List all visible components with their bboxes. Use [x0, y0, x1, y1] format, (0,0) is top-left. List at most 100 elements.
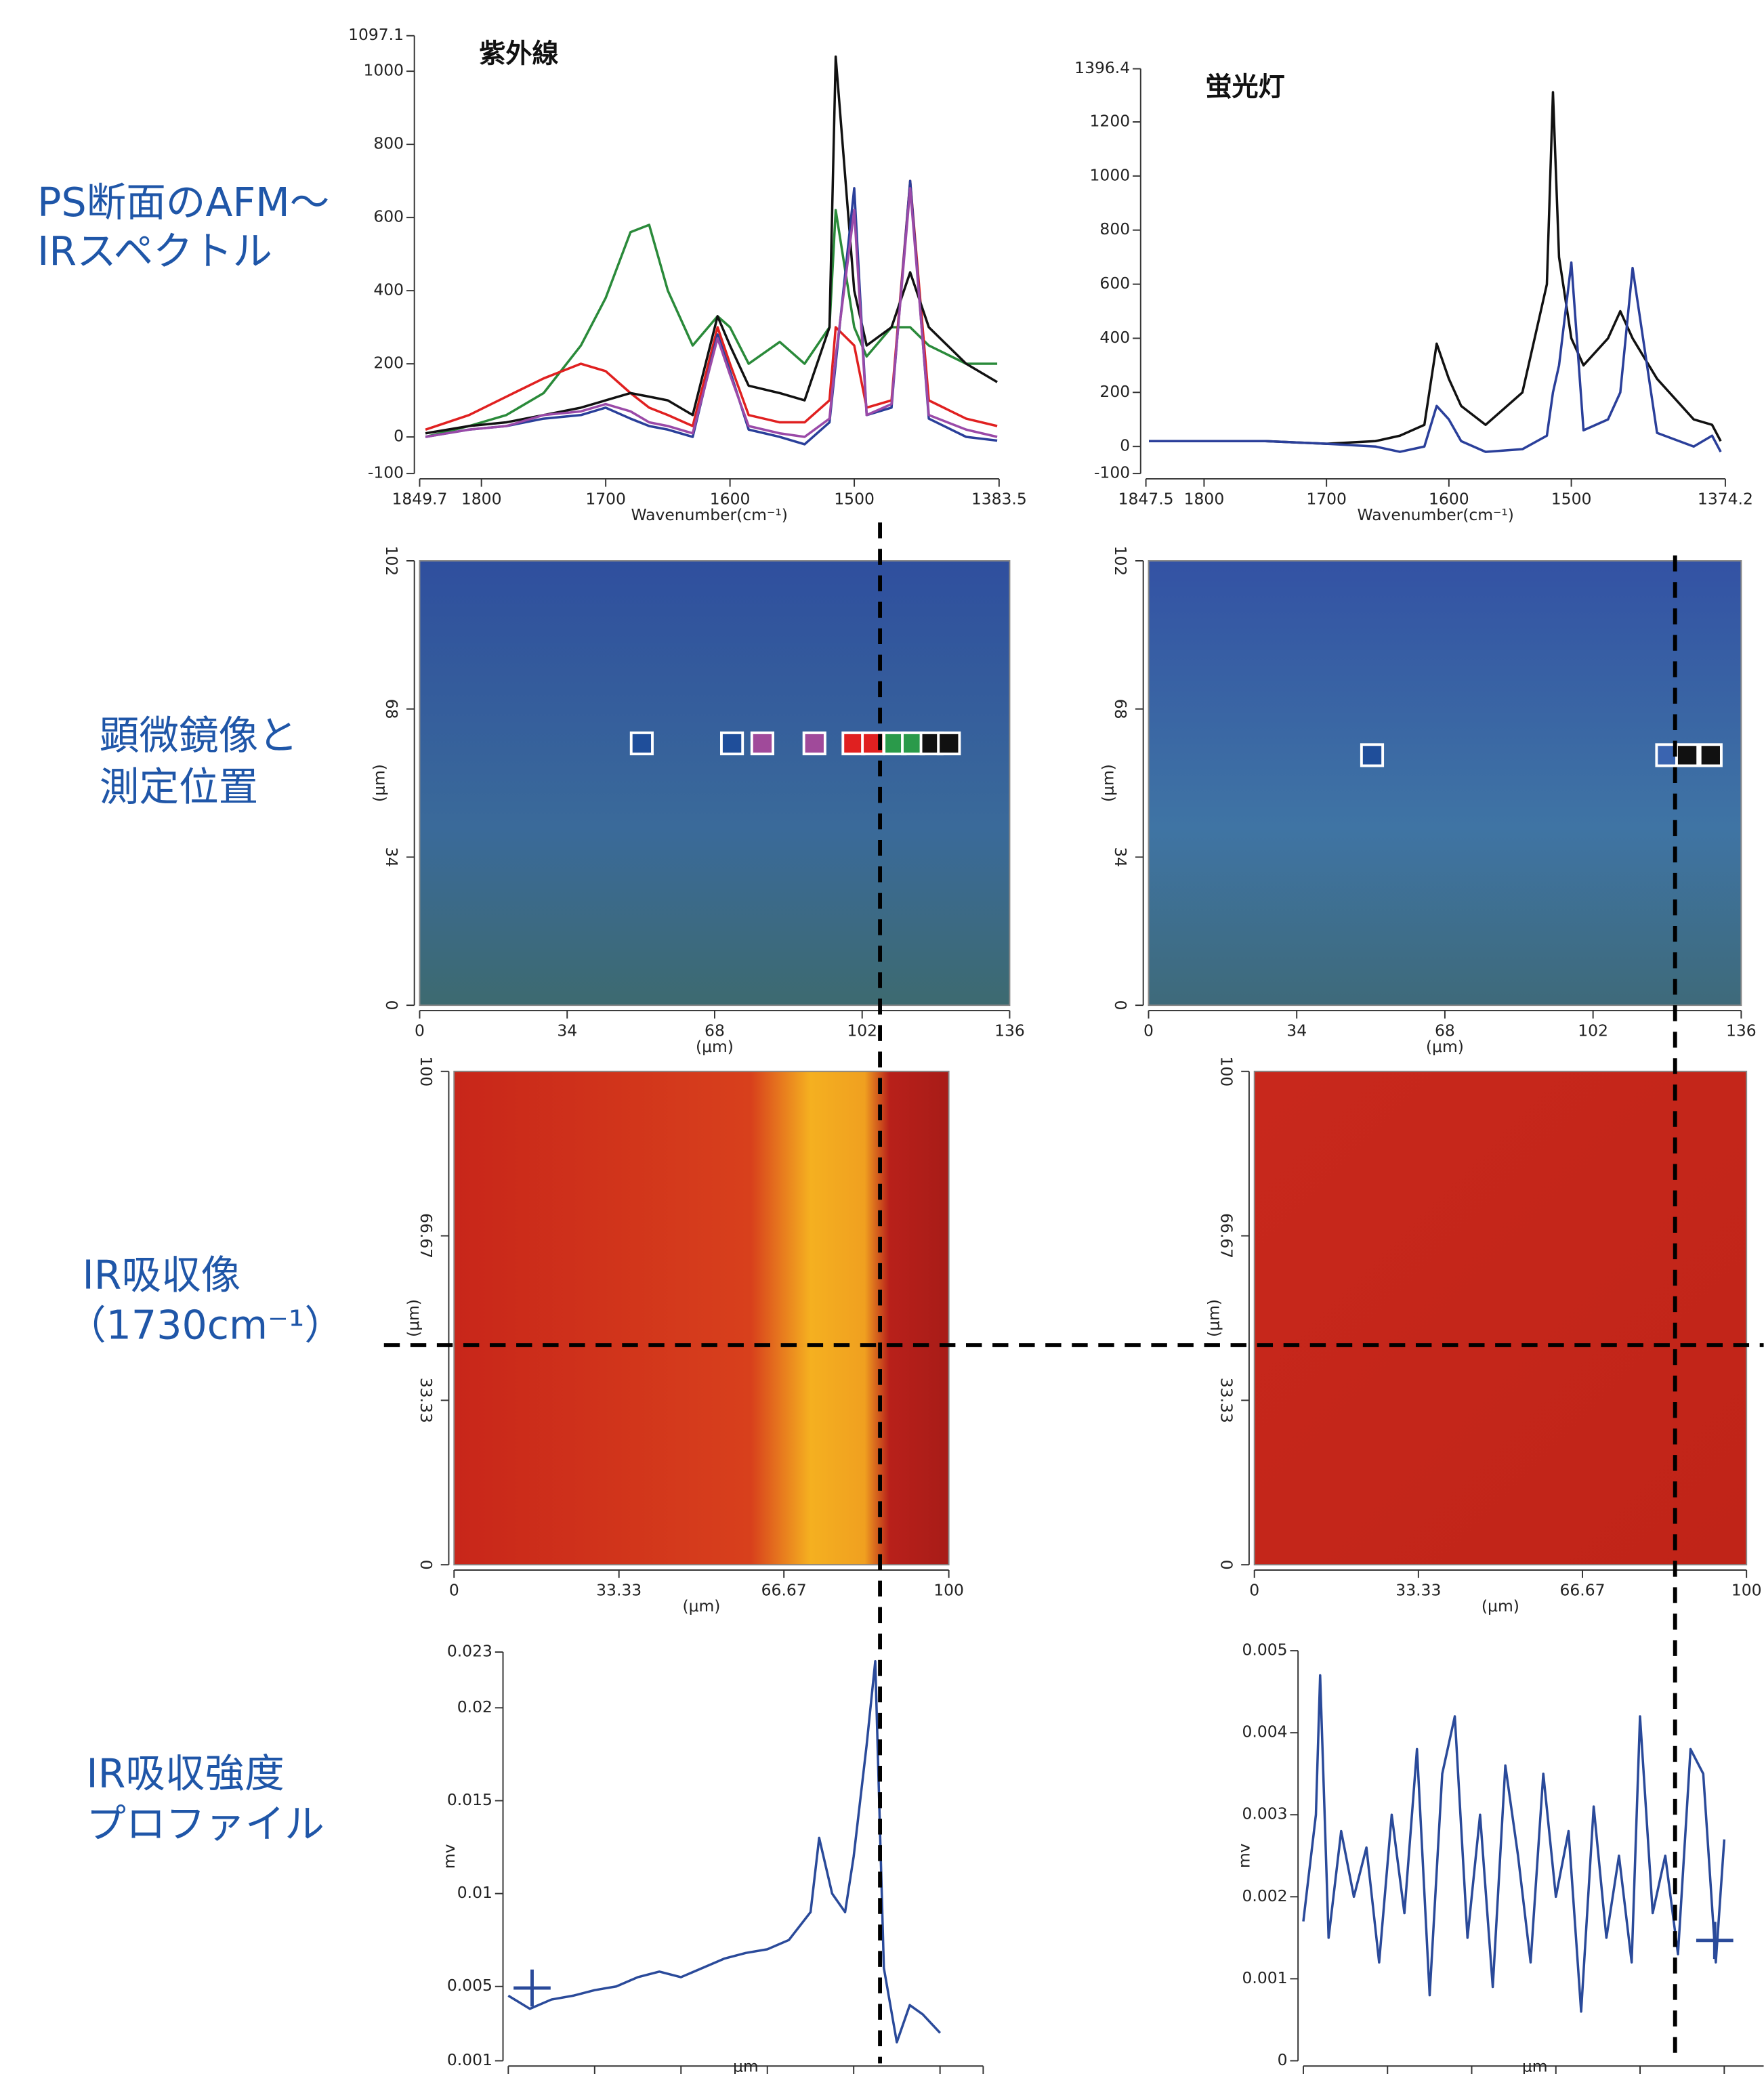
- row-label: 顕微鏡像と: [100, 713, 298, 759]
- line-series: [425, 57, 997, 433]
- y-tick-label: 0.002: [1242, 1886, 1287, 1905]
- y-tick-label: 34: [382, 847, 401, 868]
- image-area: [1148, 561, 1741, 1005]
- y-tick-label: 1097.1: [348, 25, 404, 44]
- marker: [1700, 744, 1721, 765]
- y-tick-label: 600: [373, 207, 404, 226]
- y-tick-label: 0.001: [1242, 1968, 1287, 1987]
- y-tick-label: 0.005: [447, 1976, 492, 1995]
- x-tick-label: 1374.2: [1698, 490, 1753, 509]
- x-tick-label: 34: [1286, 1021, 1307, 1040]
- y-axis-label: (μm): [1204, 1299, 1223, 1337]
- x-tick-label: 1800: [461, 490, 502, 509]
- y-axis-label: mv: [1235, 1843, 1254, 1868]
- cursor: [1696, 1922, 1734, 1959]
- y-tick-label: 800: [1099, 219, 1130, 238]
- y-tick-label: 400: [1099, 328, 1130, 347]
- x-tick-label: 0: [1143, 1021, 1154, 1040]
- row-label: IR吸収像: [83, 1252, 241, 1298]
- x-axis-label: Wavenumber(cm⁻¹): [631, 505, 787, 524]
- y-tick-label: 102: [382, 546, 401, 576]
- x-tick-label: 136: [994, 1021, 1025, 1040]
- y-tick-label: 33.33: [417, 1378, 436, 1423]
- y-tick-label: 0.02: [457, 1697, 492, 1716]
- x-tick-label: 102: [1578, 1021, 1608, 1040]
- chart-title: 紫外線: [479, 39, 558, 70]
- marker: [843, 733, 864, 754]
- figure: PS断面のAFM〜 IRスペクトル 顕微鏡像と 測定位置 IR吸収像 （1730…: [0, 0, 1764, 2074]
- x-tick-label: 136: [1726, 1021, 1757, 1040]
- marker: [938, 733, 959, 754]
- y-tick-label: 0: [1217, 1560, 1236, 1570]
- x-tick-label: 102: [847, 1021, 877, 1040]
- y-tick-label: 800: [373, 134, 404, 153]
- row-label: IR吸収強度: [86, 1751, 284, 1797]
- line-series: [425, 210, 997, 437]
- y-tick-label: 1396.4: [1074, 58, 1130, 77]
- y-tick-label: 0.001: [447, 2050, 492, 2069]
- marker: [631, 733, 652, 754]
- y-tick-label: -100: [368, 463, 404, 482]
- x-tick-label: 1800: [1184, 490, 1225, 509]
- x-tick-label: 0: [415, 1021, 425, 1040]
- x-tick-label: 66.67: [761, 1581, 807, 1600]
- cursors: [513, 1922, 1733, 2006]
- y-tick-label: 100: [1217, 1056, 1236, 1086]
- y-tick-label: 0.01: [457, 1883, 492, 1902]
- line-series: [425, 188, 997, 437]
- x-axis-label: (μm): [1426, 1037, 1464, 1056]
- x-tick-label: 33.33: [596, 1581, 642, 1600]
- y-tick-label: 1200: [1090, 111, 1131, 130]
- x-axis-label: μm: [1522, 2057, 1548, 2074]
- marker: [752, 733, 773, 754]
- row-labels: PS断面のAFM〜 IRスペクトル 顕微鏡像と 測定位置 IR吸収像 （1730…: [37, 179, 344, 1847]
- marker: [1362, 744, 1383, 765]
- y-tick-label: 100: [417, 1056, 436, 1086]
- row-label: プロファイル: [86, 1801, 324, 1847]
- y-axis-label: mv: [440, 1844, 459, 1869]
- x-tick-label: 1500: [834, 490, 875, 509]
- row-label: 測定位置: [100, 764, 258, 810]
- x-axis-label: (μm): [696, 1037, 734, 1056]
- y-tick-label: 102: [1111, 546, 1130, 576]
- y-tick-label: 0: [382, 1000, 401, 1011]
- y-axis-label: (μm): [1098, 764, 1117, 802]
- marker: [804, 733, 825, 754]
- y-tick-label: 0.023: [447, 1642, 492, 1661]
- y-tick-label: 66.67: [417, 1213, 436, 1258]
- x-tick-label: 1849.7: [392, 490, 448, 509]
- row-label: （1730cm⁻¹）: [66, 1303, 344, 1349]
- x-tick-label: 1700: [585, 490, 626, 509]
- y-tick-label: 0: [1111, 1000, 1130, 1011]
- x-tick-label: 100: [933, 1581, 964, 1600]
- y-tick-label: 0.005: [1242, 1641, 1287, 1659]
- y-tick-label: 600: [1099, 274, 1130, 293]
- marker: [1677, 744, 1698, 765]
- page: PS断面のAFM〜 IRスペクトル 顕微鏡像と 測定位置 IR吸収像 （1730…: [0, 0, 1764, 2074]
- x-tick-label: 0: [449, 1581, 459, 1600]
- y-tick-label: 400: [373, 280, 404, 299]
- y-tick-label: 0.003: [1242, 1804, 1287, 1823]
- image-area: [454, 1072, 948, 1565]
- y-tick-label: 33.33: [1217, 1378, 1236, 1423]
- x-axis-label: μm: [733, 2057, 759, 2074]
- x-tick-label: 33.33: [1395, 1581, 1441, 1600]
- image-area: [1255, 1072, 1746, 1565]
- y-tick-label: 0: [417, 1560, 436, 1570]
- y-tick-label: 1000: [1090, 165, 1131, 184]
- line-series: [508, 1662, 940, 2042]
- y-tick-label: 200: [373, 354, 404, 373]
- x-tick-label: 1847.5: [1118, 490, 1174, 509]
- image-area: [419, 561, 1009, 1005]
- y-tick-label: 68: [382, 699, 401, 719]
- y-tick-label: 1000: [363, 61, 404, 80]
- y-axis-label: (μm): [369, 764, 388, 802]
- row-label: IRスペクトル: [37, 228, 272, 274]
- y-tick-label: 0: [394, 427, 404, 446]
- y-tick-label: 0: [1278, 2050, 1288, 2069]
- marker: [721, 733, 742, 754]
- y-tick-label: 66.67: [1217, 1213, 1236, 1258]
- y-tick-label: 34: [1111, 847, 1130, 868]
- x-axis-label: Wavenumber(cm⁻¹): [1358, 505, 1514, 524]
